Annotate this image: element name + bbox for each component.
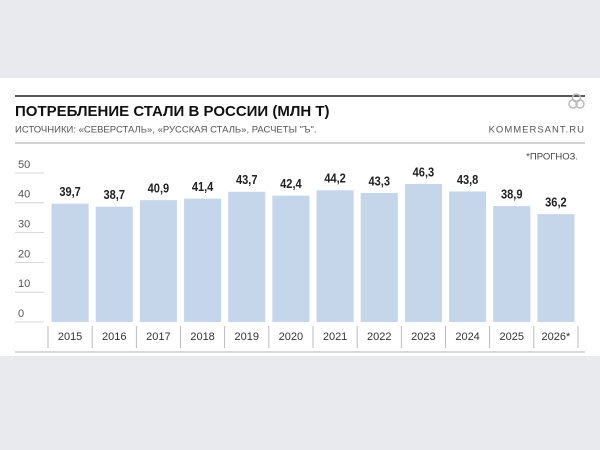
bar: [51, 203, 89, 322]
bar: [493, 206, 531, 322]
value-label: 40,9: [148, 181, 170, 196]
y-tick-label: 10: [18, 278, 30, 290]
x-tick-label: 2020: [279, 331, 303, 343]
value-label: 46,3: [413, 165, 435, 180]
x-tick-label: 2017: [146, 331, 170, 343]
value-label: 38,7: [104, 187, 126, 202]
value-label: 36,2: [545, 195, 567, 210]
bar: [139, 200, 177, 322]
value-label: 38,9: [501, 187, 523, 202]
value-label: 44,2: [324, 171, 346, 186]
chart-subtitle: ИСТОЧНИКИ: «СЕВЕРСТАЛЬ», «РУССКАЯ СТАЛЬ»…: [15, 125, 317, 136]
x-tick-label: 2018: [190, 331, 214, 343]
value-label: 43,7: [236, 172, 258, 187]
bar: [272, 195, 310, 322]
logo: [568, 93, 585, 109]
x-tick-label: 2026*: [542, 331, 571, 343]
x-tick-label: 2021: [323, 331, 347, 343]
x-tick-label: 2025: [500, 331, 524, 343]
value-label: 41,4: [192, 179, 214, 194]
x-tick-label: 2023: [411, 331, 435, 343]
x-tick-label: 2022: [367, 331, 391, 343]
bar: [537, 214, 575, 322]
y-tick-label: 30: [18, 219, 30, 231]
bar: [184, 198, 222, 322]
bar: [360, 192, 398, 322]
bar: [316, 190, 354, 322]
y-tick-label: 0: [18, 308, 24, 320]
y-tick-label: 40: [18, 189, 30, 201]
value-label: 42,4: [280, 176, 302, 191]
chart-title: ПОТРЕБЛЕНИЕ СТАЛИ В РОССИИ (МЛН Т): [15, 103, 330, 120]
bar: [449, 191, 487, 322]
y-tick-label: 50: [18, 159, 30, 171]
y-tick-label: 20: [18, 248, 30, 260]
bar: [95, 206, 133, 322]
x-tick-label: 2015: [58, 331, 82, 343]
bar: [228, 191, 266, 322]
value-label: 43,8: [457, 172, 479, 187]
value-label: 39,7: [59, 184, 81, 199]
bar: [404, 184, 442, 322]
value-label: 43,3: [369, 174, 391, 189]
x-tick-label: 2016: [102, 331, 126, 343]
note: *ПРОГНОЗ.: [526, 152, 578, 163]
x-tick-label: 2024: [455, 331, 479, 343]
x-tick-label: 2019: [235, 331, 259, 343]
source: KOMMERSANT.RU: [489, 125, 585, 136]
